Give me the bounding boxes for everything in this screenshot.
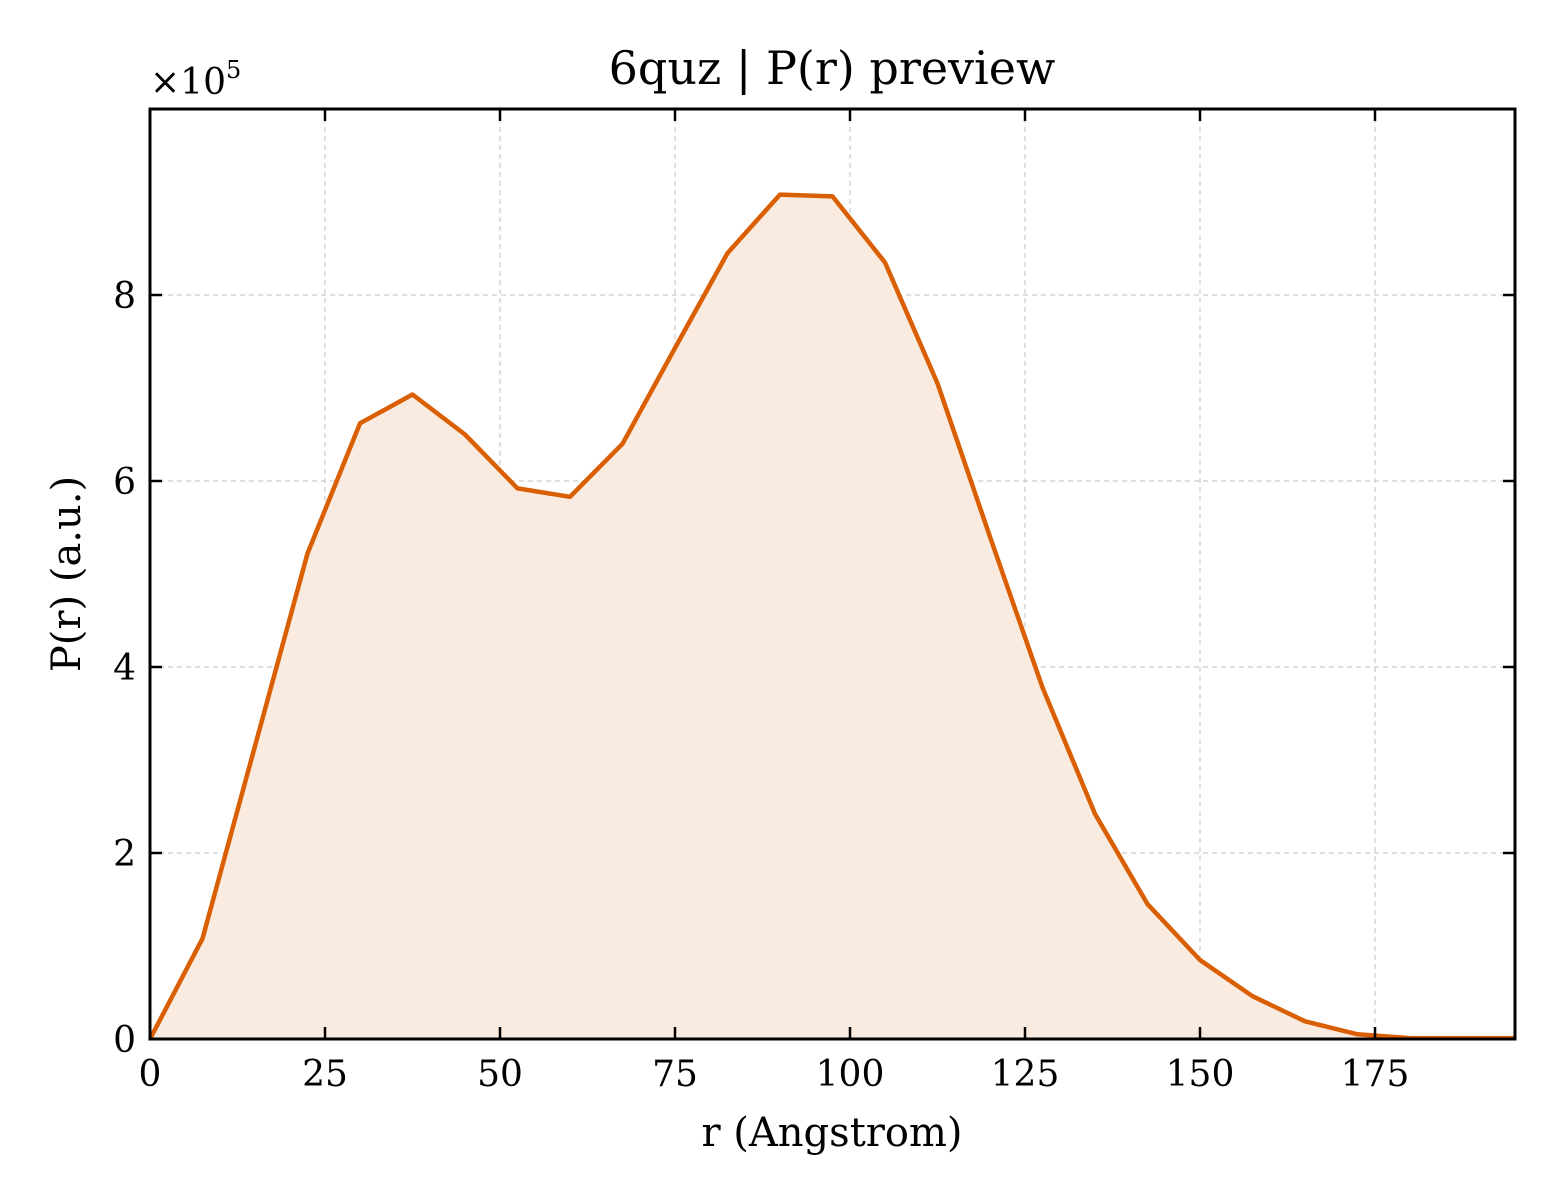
- x-tick-label: 75: [652, 1054, 698, 1095]
- y-tick-label: 6: [113, 462, 136, 503]
- y-tick-label: 2: [113, 834, 136, 875]
- y-scale-prefix: ×10: [150, 62, 226, 103]
- y-axis-label: P(r) (a.u.): [44, 476, 90, 672]
- plot-frame: [148, 107, 1517, 1041]
- x-tick-label: 150: [1166, 1054, 1235, 1095]
- x-tick-label: 0: [139, 1054, 162, 1095]
- series-area-fill: [150, 194, 1515, 1040]
- x-tick-label: 100: [816, 1054, 885, 1095]
- y-tick-label: 8: [113, 276, 136, 317]
- y-tick-label: 4: [113, 648, 136, 689]
- x-tick-label: 25: [302, 1054, 348, 1095]
- y-scale-multiplier: ×105: [150, 56, 241, 103]
- x-tick-label: 175: [1341, 1054, 1410, 1095]
- tick-labels: 0 25 50 75 100 125 150 175 0 2 4 6 8: [113, 276, 1409, 1095]
- chart-title: 6quz | P(r) preview: [609, 41, 1056, 95]
- x-tick-label: 125: [991, 1054, 1060, 1095]
- axis-ticks: [148, 109, 1515, 1041]
- series-line: [148, 192, 1515, 1041]
- y-scale-exponent: 5: [226, 56, 241, 84]
- x-axis-label: r (Angstrom): [701, 1110, 962, 1156]
- y-tick-label: 0: [113, 1020, 136, 1061]
- x-tick-label: 50: [477, 1054, 523, 1095]
